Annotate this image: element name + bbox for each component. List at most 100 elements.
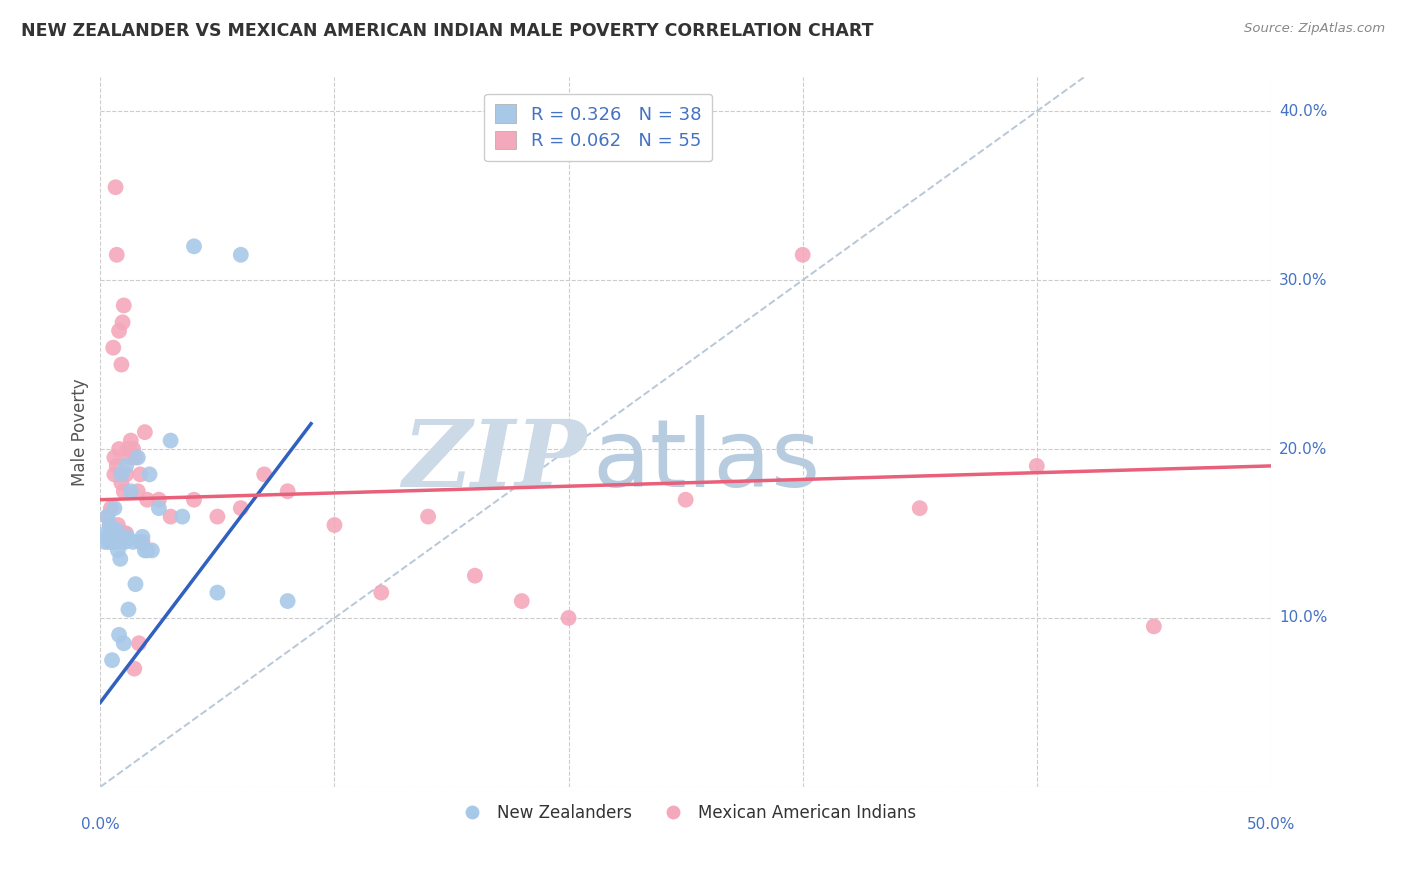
Text: atlas: atlas [592,415,820,507]
Point [103,501,125,516]
Point [131,535,153,549]
Point [127,484,149,499]
Point [114,526,136,541]
Point [159,434,181,448]
Point [277,484,299,499]
Point [159,509,181,524]
Point [94,535,117,549]
Point [103,450,125,465]
Point [105,248,128,262]
Point [98,518,121,533]
Point [103,526,125,541]
Point [127,450,149,465]
Point [253,467,276,482]
Point [148,492,170,507]
Point [129,467,152,482]
Point [110,467,132,482]
Text: Source: ZipAtlas.com: Source: ZipAtlas.com [1244,22,1385,36]
Point [107,543,129,558]
Point [277,594,299,608]
Point [134,543,156,558]
Point [118,450,141,465]
Point [122,535,145,549]
Point [124,577,146,591]
Point [138,467,160,482]
Point [117,530,139,544]
Point [1143,619,1166,633]
Point [207,509,229,524]
Point [104,180,127,194]
Point [131,530,153,544]
Text: NEW ZEALANDER VS MEXICAN AMERICAN INDIAN MALE POVERTY CORRELATION CHART: NEW ZEALANDER VS MEXICAN AMERICAN INDIAN… [21,22,873,40]
Point [124,450,146,465]
Point [908,501,931,516]
Point [112,636,135,650]
Point [100,535,122,549]
Point [117,602,139,616]
Point [96,526,118,541]
Point [101,535,124,549]
Point [120,434,142,448]
Point [103,341,125,355]
Point [183,239,205,253]
Point [148,501,170,516]
Point [111,535,134,549]
Point [510,594,533,608]
Point [110,535,132,549]
Legend: New Zealanders, Mexican American Indians: New Zealanders, Mexican American Indians [449,797,922,828]
Point [111,315,134,329]
Point [110,358,132,372]
Text: 30.0%: 30.0% [1279,273,1327,287]
Point [136,543,159,558]
Point [110,551,132,566]
Point [110,475,132,490]
Point [370,585,392,599]
Point [115,467,138,482]
Point [792,248,814,262]
Point [114,535,136,549]
Point [120,484,142,499]
Point [136,492,159,507]
Point [675,492,697,507]
Point [108,324,131,338]
Point [98,518,121,533]
Point [129,535,152,549]
Point [134,425,156,439]
Point [104,535,127,549]
Point [117,442,139,456]
Point [108,442,131,456]
Point [115,526,138,541]
Point [122,442,145,456]
Point [323,518,346,533]
Point [207,585,229,599]
Point [1025,458,1047,473]
Point [101,653,124,667]
Point [229,501,252,516]
Point [96,509,118,524]
Point [97,530,120,544]
Text: 10.0%: 10.0% [1279,610,1327,625]
Point [172,509,194,524]
Point [108,628,131,642]
Point [107,518,129,533]
Text: 40.0%: 40.0% [1279,103,1327,119]
Point [105,523,128,537]
Point [183,492,205,507]
Point [464,568,486,582]
Point [97,535,120,549]
Point [103,467,125,482]
Point [96,509,118,524]
Text: 20.0%: 20.0% [1279,442,1327,457]
Point [112,298,135,312]
Point [416,509,439,524]
Point [101,526,124,541]
Point [115,458,138,473]
Point [105,458,128,473]
Point [141,543,163,558]
Text: 50.0%: 50.0% [1247,817,1295,832]
Point [124,662,146,676]
Point [100,501,122,516]
Point [229,248,252,262]
Point [117,442,139,456]
Text: 0.0%: 0.0% [82,817,120,832]
